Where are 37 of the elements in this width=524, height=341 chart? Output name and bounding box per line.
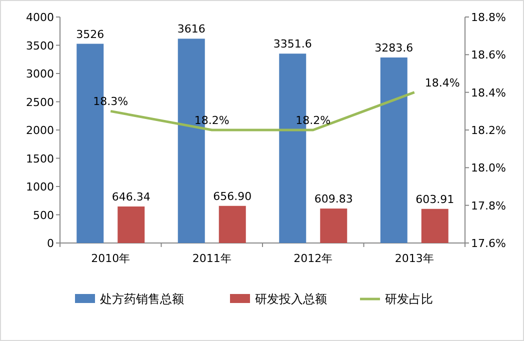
y-tick-label: 3000 — [26, 68, 54, 80]
data-label: 603.91 — [416, 192, 454, 206]
data-label: 3526 — [76, 28, 104, 41]
y-tick-label: 2500 — [26, 96, 54, 109]
y2-tick-label: 18.2% — [471, 124, 506, 137]
y2-tick-label: 18.0% — [471, 162, 506, 175]
x-tick-label: 2012年 — [294, 252, 333, 265]
data-label: 3616 — [177, 22, 206, 36]
data-label: 3283.6 — [374, 41, 414, 54]
data-label: 609.83 — [314, 192, 353, 206]
x-tick-label: 2013年 — [394, 252, 434, 265]
y-tick-label: 0 — [47, 237, 54, 250]
bar — [421, 208, 448, 243]
y-tick-label: 3500 — [26, 39, 54, 52]
y-tick-label: 1000 — [26, 180, 54, 194]
y-tick-label: 1500 — [26, 152, 54, 166]
y-tick-label: 500 — [33, 208, 54, 222]
y2-tick-label: 18.6% — [471, 48, 506, 62]
data-label: 18.4% — [424, 76, 460, 90]
y-tick-label: 4000 — [26, 11, 54, 24]
legend-label: 研发投入总额 — [255, 292, 327, 306]
y2-tick-label: 17.8% — [471, 199, 506, 212]
x-tick-label: 2011年 — [192, 252, 232, 265]
data-label: 656.90 — [213, 190, 252, 203]
bar — [380, 57, 408, 243]
data-label: 3351.6 — [273, 38, 312, 51]
data-label: 646.34 — [112, 190, 150, 204]
bar — [320, 208, 348, 243]
y-tick-label: 2000 — [26, 124, 54, 137]
bar — [218, 206, 246, 243]
y2-tick-label: 17.6% — [471, 237, 506, 250]
bar — [118, 206, 145, 243]
legend-label: 处方药销售总额 — [100, 292, 184, 306]
x-tick-label: 2010年 — [91, 252, 130, 265]
legend-label: 研发占比 — [385, 292, 433, 306]
y2-tick-label: 18.8% — [471, 11, 506, 24]
y2-tick-label: 18.4% — [471, 86, 506, 100]
